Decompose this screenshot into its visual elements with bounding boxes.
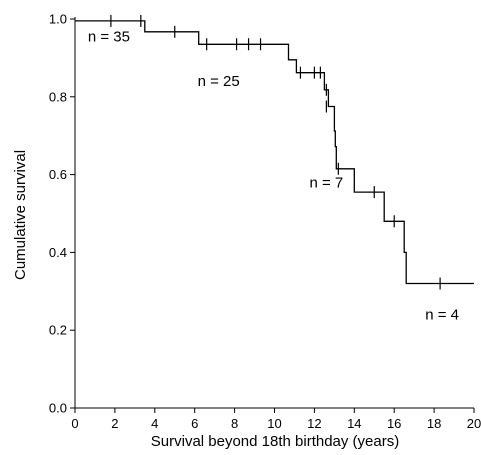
x-tick-label: 0: [71, 416, 78, 431]
y-tick-label: 0.4: [49, 245, 67, 260]
y-axis-label: Cumulative survival: [12, 150, 29, 280]
x-tick-label: 6: [191, 416, 198, 431]
x-tick-label: 14: [347, 416, 361, 431]
y-tick-label: 0.8: [49, 89, 67, 104]
y-tick-label: 0.2: [49, 323, 67, 338]
survival-step-line: [75, 20, 474, 285]
x-tick-label: 4: [151, 416, 158, 431]
x-tick-label: 20: [467, 416, 481, 431]
series: [75, 14, 474, 290]
axes: 0 2 4 6 8 10 12 14 16 18 20 0.0 0.2 0.4 0.6 0.8 1.0: [49, 12, 481, 432]
n-at-risk-label: n = 7: [309, 174, 343, 191]
x-axis-label: Survival beyond 18th birthday (years): [151, 433, 399, 450]
x-tick-label: 16: [387, 416, 401, 431]
x-tick-label: 2: [111, 416, 118, 431]
x-tick-label: 8: [231, 416, 238, 431]
n-at-risk-label: n = 4: [425, 307, 459, 324]
x-tick-label: 18: [427, 416, 441, 431]
y-tick-label: 0.6: [49, 167, 67, 182]
y-tick-label: 0.0: [49, 401, 67, 416]
annotations: n = 35 n = 25 n = 7 n = 4: [88, 29, 459, 324]
x-tick-label: 12: [307, 416, 321, 431]
x-tick-label: 10: [267, 416, 281, 431]
n-at-risk-label: n = 35: [88, 29, 130, 46]
y-tick-label: 1.0: [49, 12, 67, 27]
n-at-risk-label: n = 25: [198, 73, 240, 90]
